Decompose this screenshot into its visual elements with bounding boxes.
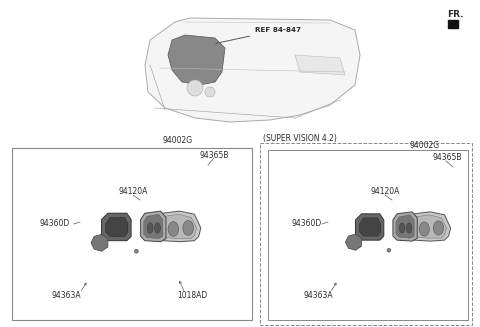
Polygon shape [356, 214, 384, 240]
Text: REF 84-847: REF 84-847 [216, 27, 301, 43]
Text: 94365B: 94365B [199, 150, 229, 160]
Polygon shape [106, 217, 128, 236]
Polygon shape [144, 214, 163, 239]
Polygon shape [91, 234, 108, 251]
Text: 94360D: 94360D [40, 219, 70, 229]
Text: 94120A: 94120A [118, 187, 148, 197]
Polygon shape [448, 20, 458, 28]
Polygon shape [413, 215, 446, 238]
Text: 94120A: 94120A [370, 187, 400, 197]
Ellipse shape [433, 221, 444, 235]
Text: 94002G: 94002G [410, 141, 440, 150]
Circle shape [187, 80, 203, 96]
Polygon shape [158, 211, 201, 242]
Polygon shape [102, 213, 131, 241]
Polygon shape [162, 214, 197, 239]
Polygon shape [396, 215, 414, 238]
Circle shape [387, 249, 391, 252]
Text: 94363A: 94363A [303, 291, 333, 301]
Ellipse shape [419, 222, 429, 236]
Polygon shape [393, 212, 417, 241]
Text: (SUPER VISION 4.2): (SUPER VISION 4.2) [263, 134, 337, 143]
Ellipse shape [147, 223, 153, 233]
Circle shape [205, 87, 215, 97]
Ellipse shape [407, 223, 412, 233]
Polygon shape [168, 35, 225, 85]
Text: 94363A: 94363A [51, 291, 81, 301]
Circle shape [134, 249, 138, 253]
Ellipse shape [399, 223, 405, 233]
Text: 94365B: 94365B [432, 153, 462, 163]
Ellipse shape [183, 221, 193, 235]
Polygon shape [141, 211, 166, 242]
Text: FR.: FR. [447, 10, 464, 19]
Polygon shape [360, 218, 381, 236]
Ellipse shape [155, 223, 160, 233]
Polygon shape [410, 212, 451, 241]
Polygon shape [295, 55, 345, 75]
Ellipse shape [168, 222, 179, 236]
Polygon shape [145, 18, 360, 122]
Text: 1018AD: 1018AD [177, 291, 207, 301]
Polygon shape [345, 234, 361, 250]
Text: 94360D: 94360D [292, 219, 322, 229]
Text: 94002G: 94002G [163, 136, 193, 145]
